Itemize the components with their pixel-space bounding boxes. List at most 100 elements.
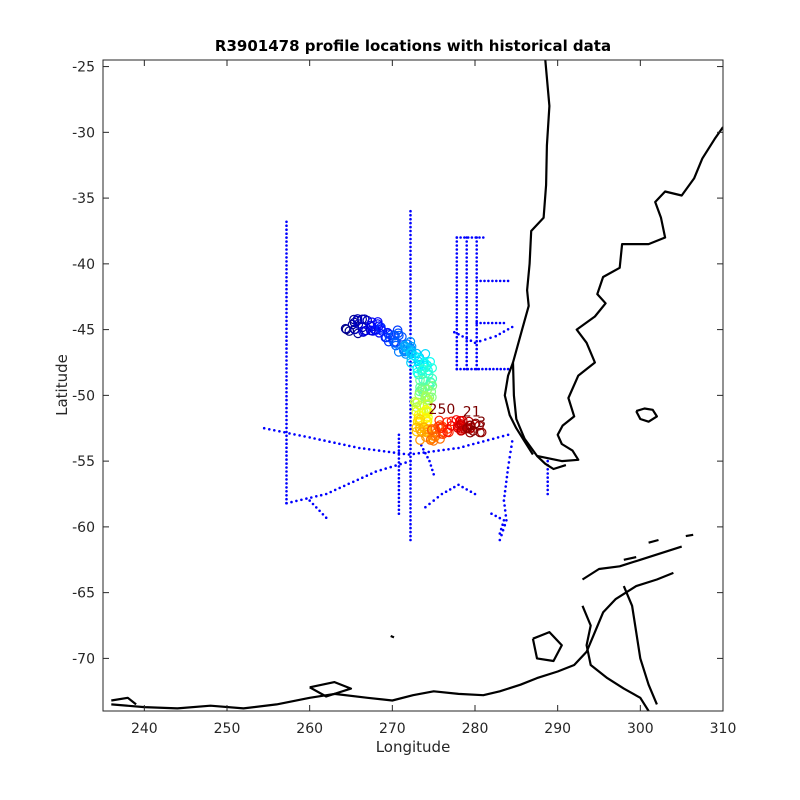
- historical-point: [455, 367, 459, 371]
- historical-point: [397, 473, 401, 476]
- historical-point: [475, 323, 479, 327]
- historical-point: [455, 343, 459, 347]
- historical-point: [475, 279, 479, 283]
- historical-point: [478, 339, 482, 343]
- historical-point: [440, 492, 444, 496]
- historical-point: [496, 436, 500, 439]
- historical-point: [422, 448, 425, 451]
- historical-point: [483, 279, 486, 283]
- y-tick-label: -40: [72, 257, 95, 273]
- historical-point: [465, 331, 469, 335]
- historical-point: [484, 367, 488, 371]
- float-profile-marker: [465, 420, 476, 431]
- historical-point: [455, 280, 459, 283]
- historical-point: [475, 312, 479, 315]
- historical-point: [432, 473, 436, 476]
- historical-point: [285, 252, 288, 255]
- historical-point: [409, 297, 412, 300]
- historical-point: [285, 347, 288, 350]
- historical-point: [329, 490, 333, 494]
- historical-point: [498, 321, 502, 325]
- chart-title: R3901478 profile locations with historic…: [215, 37, 611, 55]
- historical-point: [397, 451, 401, 455]
- historical-point: [285, 410, 288, 414]
- x-tick-label: 240: [131, 721, 158, 737]
- float-profile-marker: [397, 331, 407, 342]
- historical-point: [409, 415, 412, 419]
- historical-point: [409, 305, 412, 308]
- historical-point: [285, 379, 288, 382]
- historical-point: [409, 408, 412, 411]
- coastline-segment: [531, 631, 563, 663]
- historical-point: [455, 351, 459, 355]
- historical-point: [372, 448, 376, 452]
- historical-point: [465, 244, 469, 247]
- historical-point: [285, 331, 288, 335]
- historical-point: [285, 276, 288, 279]
- float-profile-marker: [393, 347, 404, 357]
- coastline-segment: [111, 571, 674, 710]
- historical-point: [465, 312, 469, 315]
- historical-point: [452, 447, 455, 450]
- historical-point: [285, 228, 288, 231]
- historical-point: [285, 367, 288, 370]
- coastline-segment: [111, 696, 137, 706]
- historical-point: [409, 376, 412, 379]
- historical-point: [409, 499, 412, 502]
- historical-point: [409, 530, 412, 534]
- historical-point: [475, 248, 479, 251]
- historical-point: [501, 523, 504, 526]
- historical-point: [546, 480, 549, 484]
- y-tick-label: -45: [72, 323, 95, 339]
- float-profile-marker: [415, 375, 425, 386]
- historical-point: [338, 442, 341, 446]
- historical-point: [379, 468, 383, 472]
- historical-point: [409, 396, 412, 399]
- historical-point: [472, 442, 475, 446]
- float-profile-marker: [353, 319, 364, 329]
- x-tick-label: 280: [462, 721, 489, 737]
- float-profile-marker: [425, 356, 435, 367]
- historical-point: [285, 375, 288, 378]
- historical-point: [475, 319, 479, 323]
- historical-point: [409, 273, 412, 276]
- historical-point: [409, 209, 412, 213]
- historical-point: [285, 501, 288, 505]
- historical-point: [477, 367, 481, 371]
- historical-point: [455, 288, 459, 291]
- historical-point: [285, 224, 288, 227]
- historical-point: [348, 444, 351, 448]
- historical-point: [295, 499, 298, 503]
- historical-point: [311, 502, 315, 506]
- historical-point: [478, 236, 481, 239]
- historical-point: [475, 355, 479, 359]
- float-profile-marker: [415, 435, 425, 445]
- historical-point: [409, 253, 412, 257]
- historical-point: [409, 269, 412, 273]
- historical-point: [409, 309, 412, 312]
- historical-point: [285, 315, 288, 319]
- historical-point: [285, 398, 288, 402]
- float-profile-marker: [470, 418, 481, 429]
- historical-point: [409, 265, 412, 269]
- historical-point: [486, 438, 490, 442]
- historical-point: [432, 499, 436, 502]
- historical-point: [488, 367, 492, 371]
- historical-point: [409, 320, 412, 324]
- historical-point: [428, 459, 431, 463]
- historical-point: [469, 490, 473, 494]
- historical-point: [285, 299, 288, 303]
- historical-point: [285, 291, 288, 295]
- x-tick-label: 250: [214, 721, 241, 737]
- y-tick-label: -50: [72, 388, 95, 404]
- historical-point: [465, 288, 469, 291]
- historical-point: [503, 367, 506, 371]
- x-tick-label: 290: [544, 721, 571, 737]
- historical-point: [409, 511, 412, 514]
- historical-point: [469, 339, 473, 343]
- historical-point: [494, 321, 498, 325]
- historical-point: [455, 335, 459, 339]
- historical-point: [466, 367, 470, 371]
- historical-point: [546, 472, 549, 475]
- historical-point: [475, 359, 479, 363]
